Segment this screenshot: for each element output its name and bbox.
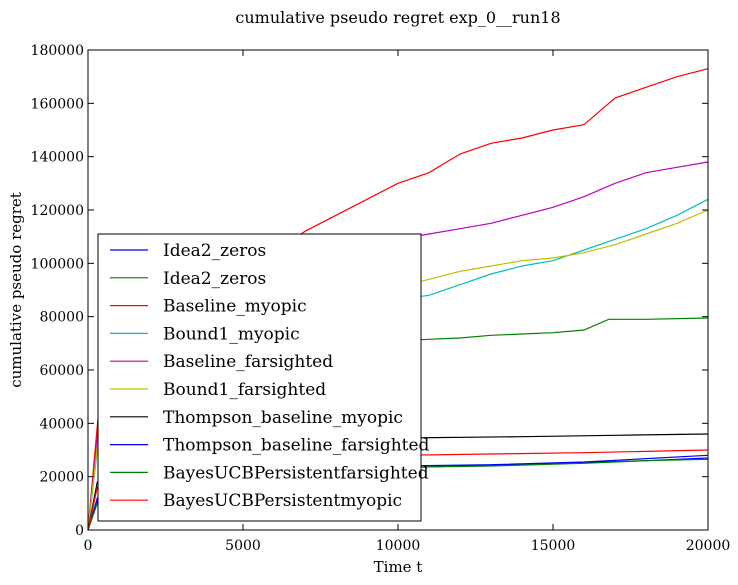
y-tick-label: 80000: [39, 310, 84, 326]
y-tick-label: 0: [75, 523, 84, 539]
y-axis-label: cumulative pseudo regret: [7, 192, 25, 388]
chart-title: cumulative pseudo regret exp_0__run18: [235, 8, 560, 27]
y-tick-label: 40000: [39, 416, 84, 432]
y-tick-label: 160000: [31, 96, 84, 112]
legend-label: Baseline_myopic: [163, 297, 307, 317]
y-tick-label: 120000: [31, 203, 84, 219]
legend-label: Idea2_zeros: [163, 269, 266, 289]
axis-ticks: 0 5000 10000 15000 20000 0 20000 40000 60000 8000…: [31, 43, 731, 554]
y-tick-label: 60000: [39, 363, 84, 379]
legend-label: BayesUCBPersistentfarsighted: [163, 463, 429, 483]
y-tick-label: 20000: [39, 470, 84, 486]
legend: Idea2_zeros Idea2_zeros Baseline_myopic Bou…: [97, 233, 430, 522]
legend-label: Thompson_baseline_myopic: [163, 408, 403, 428]
legend-label: Thompson_baseline_farsighted: [163, 436, 430, 456]
y-tick-label: 140000: [31, 150, 84, 166]
legend-label: Bound1_farsighted: [163, 380, 326, 400]
legend-label: Idea2_zeros: [163, 241, 266, 261]
legend-box: [97, 233, 422, 522]
y-tick-label: 100000: [31, 256, 84, 272]
legend-label: Baseline_farsighted: [163, 352, 333, 372]
y-tick-label: 180000: [31, 43, 84, 59]
x-tick-label: 10000: [376, 538, 421, 554]
x-tick-label: 15000: [531, 538, 576, 554]
legend-label: BayesUCBPersistentmyopic: [163, 491, 402, 511]
legend-label: Bound1_myopic: [163, 324, 300, 344]
x-tick-label: 0: [84, 538, 93, 554]
x-axis-label: Time t: [374, 558, 423, 576]
x-tick-label: 20000: [686, 538, 731, 554]
x-tick-label: 5000: [225, 538, 261, 554]
